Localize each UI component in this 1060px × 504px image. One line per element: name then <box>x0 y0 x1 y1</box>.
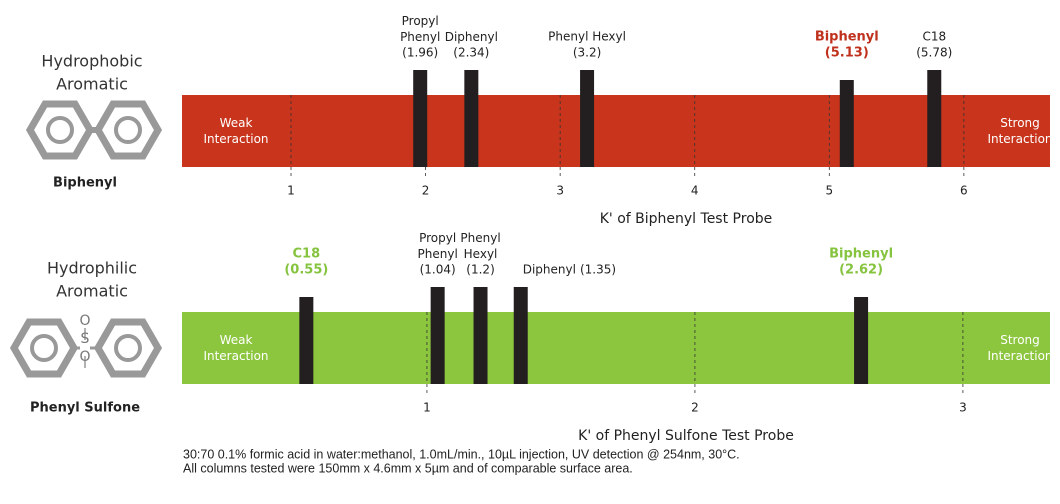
marker <box>854 297 869 384</box>
marker-name: C18 <box>293 247 321 262</box>
atom-label: O <box>79 349 90 365</box>
marker-name: Diphenyl <box>445 30 498 44</box>
marker-name: Propyl Phenyl <box>418 231 458 261</box>
low-label: Weak Interaction <box>203 333 268 363</box>
atom-label: O <box>79 313 90 329</box>
marker-name: Biphenyl <box>829 247 893 262</box>
x-axis-title: K' of Phenyl Sulfone Test Probe <box>578 428 794 444</box>
x-axis-title: K' of Biphenyl Test Probe <box>600 211 773 227</box>
high-label: Strong Interaction <box>987 116 1052 146</box>
scale-bar <box>182 95 1050 167</box>
side-title: Hydrophilic Aromatic <box>47 258 137 300</box>
marker <box>839 80 854 167</box>
marker <box>464 70 479 167</box>
marker-value: (0.55) <box>284 263 328 278</box>
marker-value: (2.62) <box>839 263 883 278</box>
sulfone-structure <box>9 318 163 378</box>
marker <box>513 287 528 384</box>
marker <box>473 287 488 384</box>
marker-name: Phenyl Hexyl <box>548 30 626 44</box>
probe-name: Biphenyl <box>53 176 117 191</box>
x-tick-label: 1 <box>423 401 431 415</box>
x-tick-label: 2 <box>422 184 430 198</box>
marker-name: C18 <box>922 30 946 44</box>
x-tick-label: 2 <box>691 401 699 415</box>
marker <box>299 297 314 384</box>
low-label: Weak Interaction <box>203 116 268 146</box>
x-tick-label: 1 <box>287 184 295 198</box>
x-tick-label: 4 <box>691 184 699 198</box>
biphenyl-structure <box>25 100 163 160</box>
marker-value: (5.13) <box>825 46 869 61</box>
high-label: Strong Interaction <box>987 333 1052 363</box>
footnote: All columns tested were 150mm x 4.6mm x … <box>183 461 633 475</box>
marker-name: Diphenyl <box>523 263 576 277</box>
marker-value: (2.34) <box>453 46 489 60</box>
marker-value: (1.04) <box>420 263 456 277</box>
marker-name: Propyl Phenyl <box>400 14 440 44</box>
marker <box>927 70 942 167</box>
marker-value: (1.2) <box>466 263 494 277</box>
marker <box>413 70 428 167</box>
marker <box>580 70 595 167</box>
side-title: Hydrophobic Aromatic <box>41 51 142 93</box>
marker-value: (1.35) <box>580 263 616 277</box>
marker-value: (5.78) <box>916 46 952 60</box>
x-tick-label: 5 <box>825 184 833 198</box>
probe-name: Phenyl Sulfone <box>30 401 140 416</box>
scale-bar <box>182 312 1050 384</box>
marker-name: Phenyl Hexyl <box>460 231 500 261</box>
x-tick-label: 3 <box>959 401 967 415</box>
marker-name: Biphenyl <box>815 30 879 45</box>
atom-label: S <box>81 331 90 347</box>
footnote: 30:70 0.1% formic acid in water:methanol… <box>183 447 740 461</box>
marker-value: (1.96) <box>402 46 438 60</box>
marker <box>430 287 445 384</box>
x-tick-label: 3 <box>556 184 564 198</box>
marker-value: (3.2) <box>573 46 601 60</box>
x-tick-label: 6 <box>960 184 968 198</box>
